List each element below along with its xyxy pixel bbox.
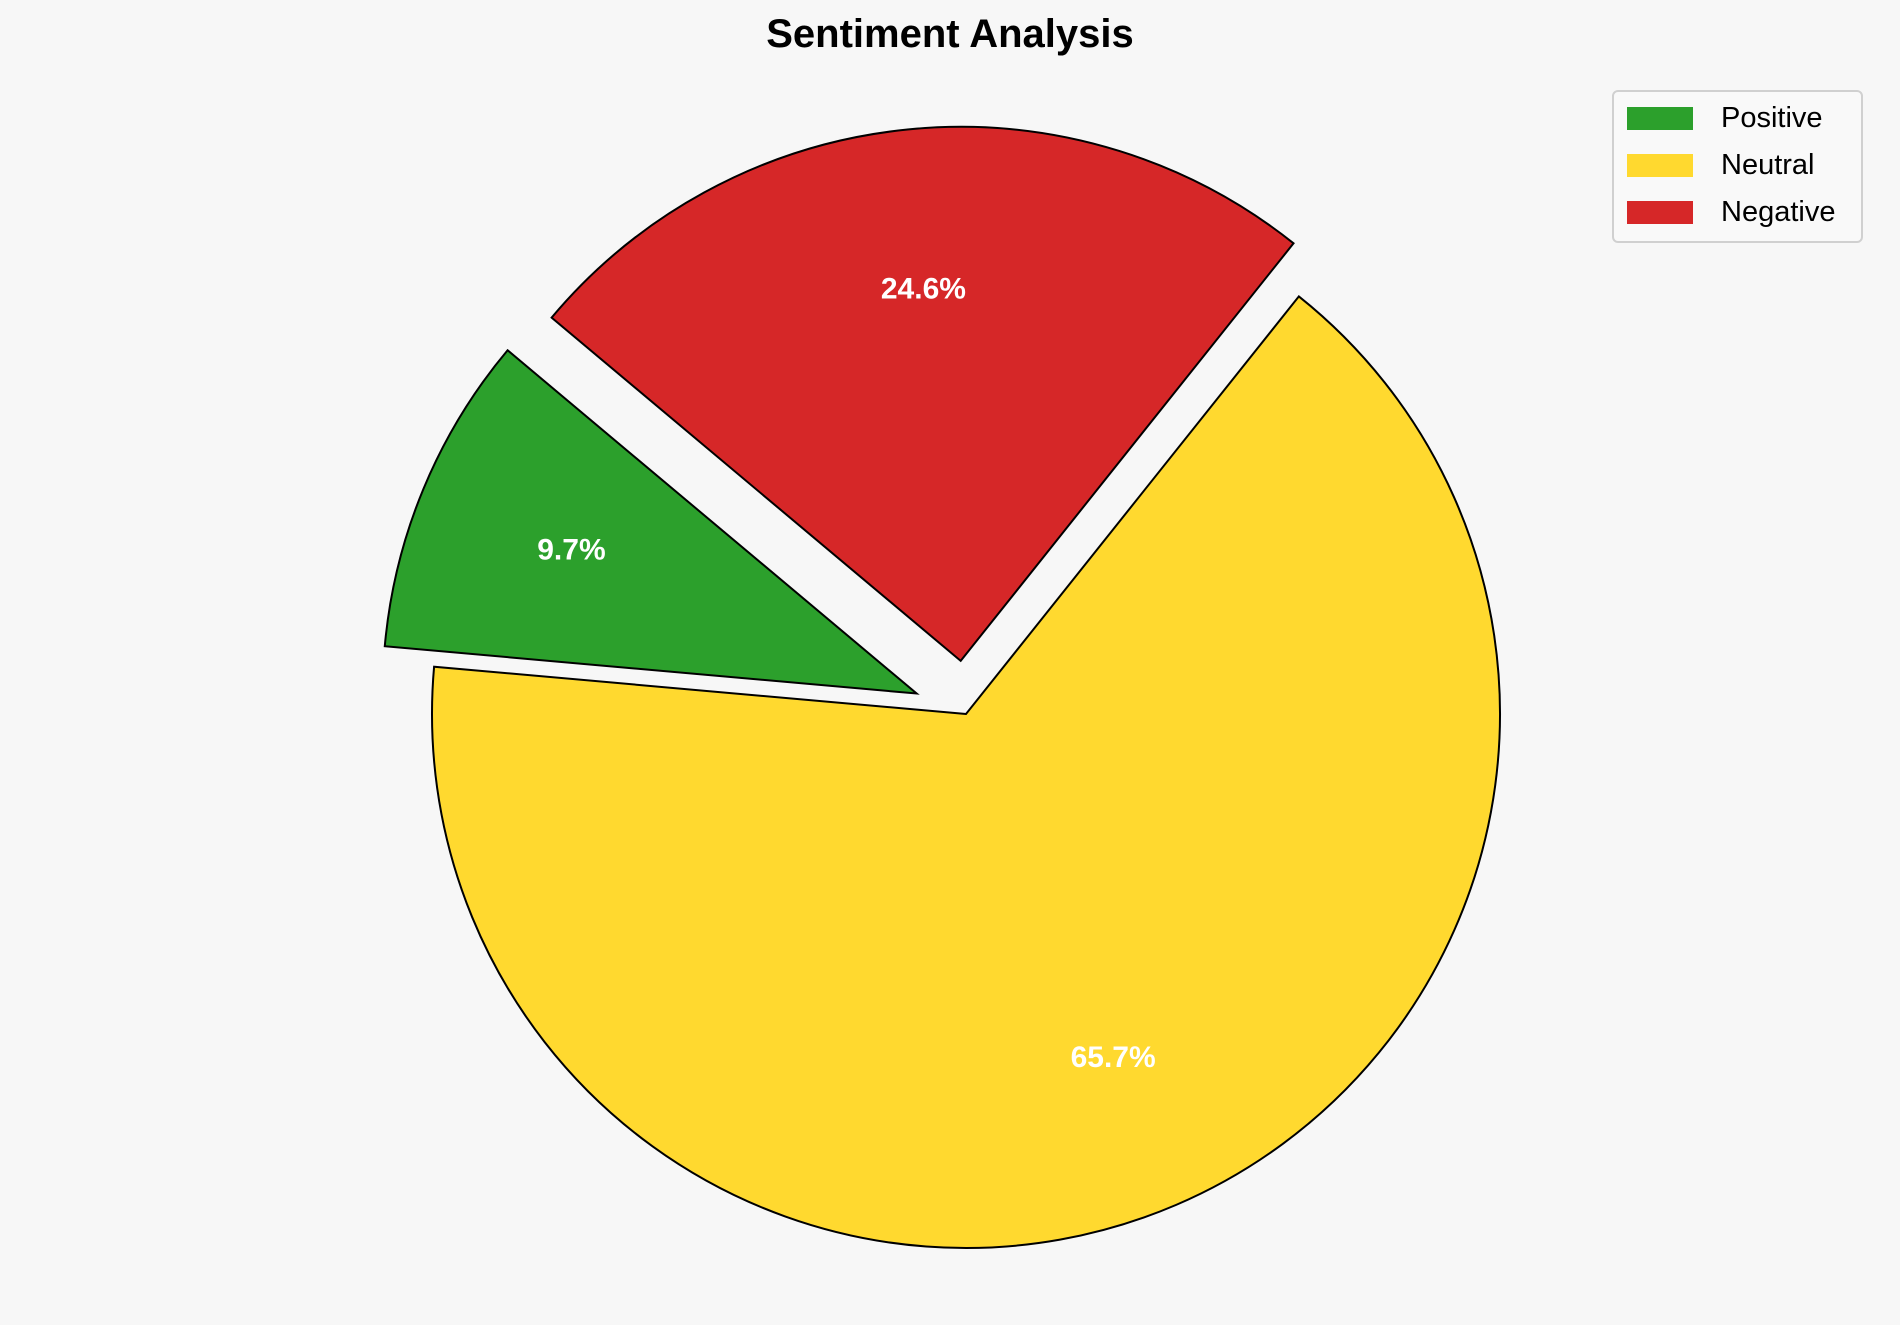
- legend-swatch-positive: [1627, 106, 1693, 130]
- pie-slice-negative: [550, 125, 1295, 663]
- legend-swatch-negative: [1627, 200, 1693, 224]
- legend-item-positive: Positive: [1627, 101, 1823, 134]
- pct-label-negative: 24.6%: [881, 272, 966, 305]
- legend-label-neutral: Neutral: [1721, 148, 1815, 181]
- legend-item-negative: Negative: [1627, 195, 1836, 228]
- pie-slice-positive: [383, 348, 920, 695]
- legend-label-negative: Negative: [1721, 195, 1836, 228]
- legend-swatch-neutral: [1627, 153, 1693, 177]
- pct-label-positive: 9.7%: [537, 534, 605, 567]
- pie-slice-neutral: [431, 295, 1502, 1249]
- pct-label-neutral: 65.7%: [1071, 1041, 1156, 1074]
- legend: Positive Neutral Negative: [1612, 90, 1863, 243]
- chart-title: Sentiment Analysis: [766, 12, 1134, 56]
- legend-item-neutral: Neutral: [1627, 148, 1815, 181]
- legend-label-positive: Positive: [1721, 101, 1823, 134]
